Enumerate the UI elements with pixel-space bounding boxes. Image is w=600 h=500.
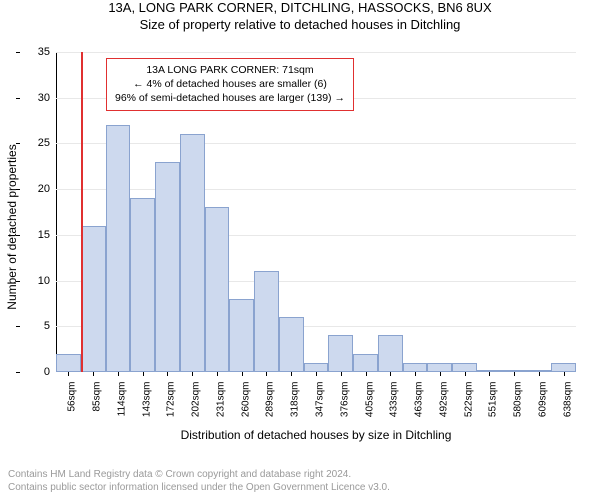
annotation-box: 13A LONG PARK CORNER: 71sqm ← 4% of deta… — [106, 58, 354, 111]
chart-area: Number of detached properties 0510152025… — [56, 52, 576, 402]
x-tick-mark — [118, 372, 119, 376]
x-tick-mark — [291, 372, 292, 376]
x-tick-label: 85sqm — [92, 382, 103, 412]
y-axis-label: Number of detached properties — [5, 144, 19, 309]
annotation-line-3: 96% of semi-detached houses are larger (… — [115, 91, 345, 105]
x-tick-mark — [93, 372, 94, 376]
x-tick-label: 405sqm — [364, 382, 375, 418]
histogram-bar — [130, 198, 155, 372]
x-tick-label: 347sqm — [315, 382, 326, 418]
histogram-bar — [353, 354, 378, 372]
x-tick-mark — [143, 372, 144, 376]
x-tick-label: 609sqm — [537, 382, 548, 418]
footer-line-2: Contains public sector information licen… — [8, 482, 390, 495]
y-tick-mark — [16, 281, 20, 282]
x-tick-mark — [539, 372, 540, 376]
y-axis: 05101520253035 — [20, 52, 56, 372]
y-tick-label: 25 — [38, 137, 50, 149]
annotation-line-2: ← 4% of detached houses are smaller (6) — [115, 77, 345, 91]
y-tick-label: 15 — [38, 229, 50, 241]
x-tick-label: 463sqm — [414, 382, 425, 418]
histogram-bar — [378, 335, 403, 372]
x-axis-label: Distribution of detached houses by size … — [181, 428, 452, 442]
x-axis: 56sqm85sqm114sqm143sqm172sqm202sqm231sqm… — [56, 372, 576, 402]
annotation-line-1: 13A LONG PARK CORNER: 71sqm — [115, 63, 345, 77]
y-tick-mark — [16, 143, 20, 144]
x-tick-label: 143sqm — [141, 382, 152, 418]
y-tick-label: 20 — [38, 183, 50, 195]
x-tick-label: 172sqm — [166, 382, 177, 418]
chart-title: 13A, LONG PARK CORNER, DITCHLING, HASSOC… — [0, 0, 600, 34]
x-tick-label: 433sqm — [389, 382, 400, 418]
x-tick-mark — [564, 372, 565, 376]
x-tick-mark — [167, 372, 168, 376]
footer-attribution: Contains HM Land Registry data © Crown c… — [8, 469, 390, 494]
x-tick-mark — [440, 372, 441, 376]
x-tick-label: 551sqm — [488, 382, 499, 418]
histogram-bar — [180, 134, 205, 372]
x-tick-mark — [242, 372, 243, 376]
y-tick-mark — [16, 326, 20, 327]
y-tick-label: 30 — [38, 92, 50, 104]
x-tick-label: 638sqm — [562, 382, 573, 418]
x-tick-label: 522sqm — [463, 382, 474, 418]
x-tick-mark — [316, 372, 317, 376]
y-tick-label: 0 — [44, 366, 50, 378]
y-tick-label: 35 — [38, 46, 50, 58]
x-tick-label: 202sqm — [191, 382, 202, 418]
x-tick-label: 376sqm — [339, 382, 350, 418]
histogram-bar — [551, 363, 576, 372]
footer-line-1: Contains HM Land Registry data © Crown c… — [8, 469, 390, 482]
x-tick-label: 492sqm — [438, 382, 449, 418]
y-tick-label: 5 — [44, 320, 50, 332]
y-tick-mark — [16, 98, 20, 99]
x-tick-mark — [266, 372, 267, 376]
histogram-bar — [81, 226, 106, 372]
histogram-bar — [328, 335, 353, 372]
y-tick-mark — [16, 372, 20, 373]
x-tick-mark — [390, 372, 391, 376]
histogram-bar — [452, 363, 477, 372]
x-tick-mark — [217, 372, 218, 376]
x-tick-label: 580sqm — [513, 382, 524, 418]
x-tick-mark — [514, 372, 515, 376]
histogram-bar — [254, 271, 279, 372]
x-tick-label: 260sqm — [240, 382, 251, 418]
x-tick-mark — [489, 372, 490, 376]
x-tick-mark — [68, 372, 69, 376]
x-tick-label: 231sqm — [215, 382, 226, 418]
histogram-bar — [56, 354, 81, 372]
histogram-bar — [304, 363, 329, 372]
x-tick-label: 289sqm — [265, 382, 276, 418]
histogram-bar — [205, 207, 230, 372]
histogram-bar — [279, 317, 304, 372]
x-tick-mark — [415, 372, 416, 376]
grid-line — [56, 189, 576, 190]
y-tick-mark — [16, 235, 20, 236]
x-tick-mark — [465, 372, 466, 376]
y-tick-mark — [16, 189, 20, 190]
histogram-bar — [106, 125, 131, 372]
x-tick-mark — [341, 372, 342, 376]
histogram-bar — [403, 363, 428, 372]
x-tick-label: 318sqm — [290, 382, 301, 418]
grid-line — [56, 143, 576, 144]
x-tick-mark — [192, 372, 193, 376]
x-tick-mark — [366, 372, 367, 376]
title-address: 13A, LONG PARK CORNER, DITCHLING, HASSOC… — [0, 0, 600, 17]
y-tick-mark — [16, 52, 20, 53]
title-subtitle: Size of property relative to detached ho… — [0, 17, 600, 34]
x-tick-label: 114sqm — [116, 382, 127, 417]
histogram-bar — [427, 363, 452, 372]
y-tick-label: 10 — [38, 275, 50, 287]
grid-line — [56, 52, 576, 53]
property-marker-line — [81, 52, 83, 372]
x-tick-label: 56sqm — [67, 382, 78, 412]
histogram-bar — [155, 162, 180, 372]
histogram-bar — [229, 299, 254, 372]
